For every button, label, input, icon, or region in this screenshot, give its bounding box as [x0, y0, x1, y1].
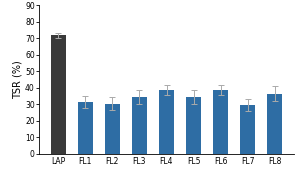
Bar: [132, 97, 147, 154]
Bar: [186, 97, 201, 154]
Bar: [213, 90, 228, 154]
Bar: [240, 105, 255, 154]
Bar: [268, 94, 282, 154]
Y-axis label: TSR (%): TSR (%): [12, 60, 22, 99]
Bar: [105, 104, 120, 154]
Bar: [78, 102, 93, 154]
Bar: [159, 90, 174, 154]
Bar: [51, 35, 65, 154]
